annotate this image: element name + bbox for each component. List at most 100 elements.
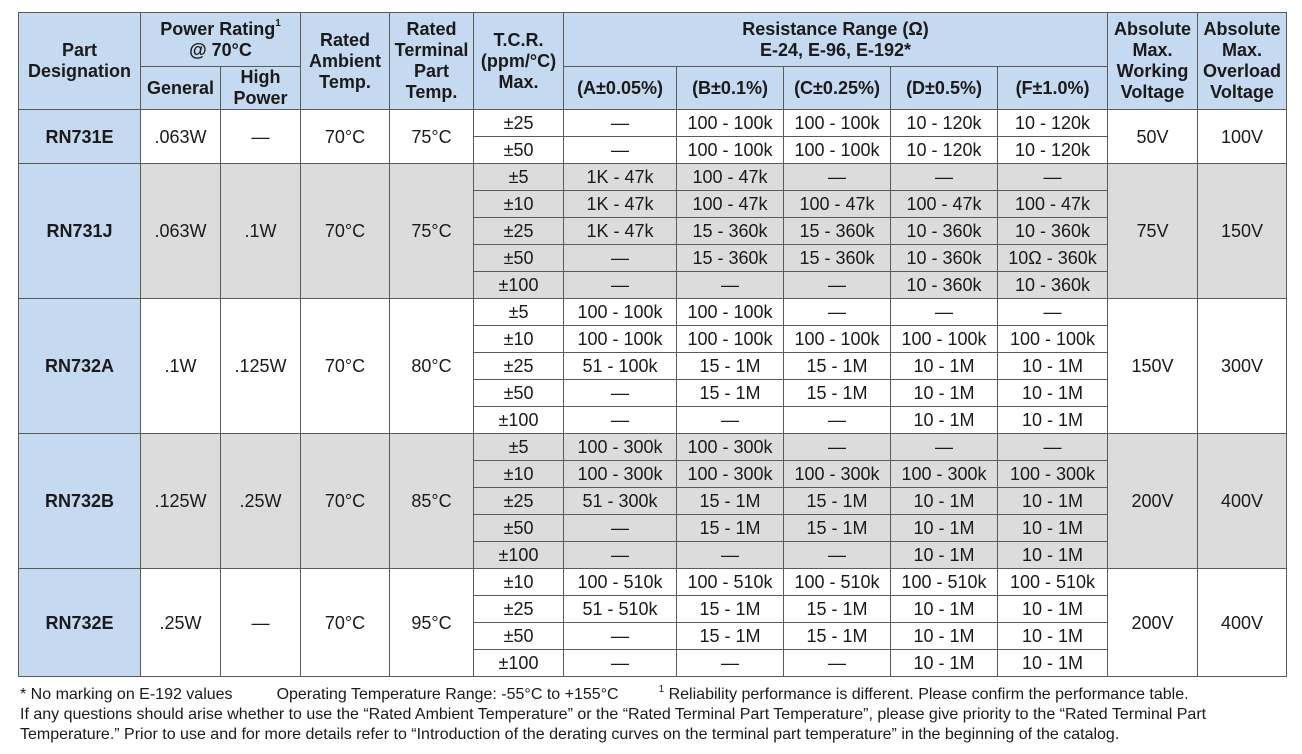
tcr-cell: ±100: [473, 649, 565, 677]
working-voltage-cell: 200V: [1107, 568, 1199, 677]
range-d-cell: 10 - 1M: [890, 514, 999, 542]
table-row: ±10 100 - 100k 100 - 100k 100 - 100k 100 - 1…: [19, 325, 1287, 353]
range-b-cell: 100 - 100k: [676, 109, 785, 137]
high-power-cell: —: [219, 568, 302, 677]
range-f-cell: 10 - 1M: [997, 352, 1109, 380]
table-row: ±25 51 - 100k 15 - 1M 15 - 1M 10 - 1M 10 - 1M: [19, 352, 1287, 380]
range-b-cell: 100 - 47k: [676, 190, 785, 218]
range-d-cell: 10 - 360k: [890, 244, 999, 272]
range-a-cell: 51 - 510k: [563, 595, 678, 623]
table-row: ±25 1K - 47k 15 - 360k 15 - 360k 10 - 360k 10…: [19, 217, 1287, 245]
range-f-cell: 10 - 1M: [997, 379, 1109, 407]
rated-terminal-header: Rated Terminal Part Temp.: [389, 12, 475, 110]
range-b-cell: —: [676, 649, 785, 677]
range-b-cell: 15 - 1M: [676, 379, 785, 407]
range-f-cell: 100 - 300k: [997, 460, 1109, 488]
overload-voltage-cell: 400V: [1197, 433, 1288, 569]
tcr-cell: ±100: [473, 271, 565, 299]
table-row: ±50—15 - 1M 15 - 1M 10 - 1M 10 - 1M: [19, 622, 1287, 650]
range-f-cell: 100 - 510k: [997, 568, 1109, 596]
table-row: RN732A .1W .125W 70°C 80°C ±5 100 - 100k 100 - …: [18, 298, 1288, 434]
range-f-cell: 10 - 1M: [997, 649, 1109, 677]
range-c-cell: 100 - 300k: [783, 460, 892, 488]
tcr-cell: ±10: [473, 568, 565, 596]
rated-ambient-header: Rated Ambient Temp.: [300, 12, 391, 110]
range-f-cell: —: [997, 433, 1109, 461]
range-c-cell: 15 - 1M: [783, 622, 892, 650]
range-c-cell: 100 - 100k: [783, 109, 892, 137]
range-d-cell: 10 - 1M: [890, 379, 999, 407]
priority-note: If any questions should arise whether to…: [20, 706, 1207, 743]
tcr-cell: ±25: [473, 487, 565, 515]
reliability-note: Reliability performance is different. Pl…: [664, 686, 1189, 703]
tolerance-b-header: (B±0.1%): [676, 66, 785, 110]
ambient-temp-cell: 70°C: [300, 433, 391, 569]
range-a-cell: —: [563, 136, 678, 164]
range-a-cell: 1K - 47k: [563, 163, 678, 191]
part-designation-cell: RN732E: [18, 568, 141, 677]
range-b-cell: 15 - 360k: [676, 217, 785, 245]
range-d-cell: 100 - 47k: [890, 190, 999, 218]
range-c-cell: 15 - 360k: [783, 244, 892, 272]
table-row: RN731J .063W .1W 70°C 75°C ±5 1K - 47k 100 - 47…: [18, 163, 1288, 299]
range-c-cell: 15 - 360k: [783, 217, 892, 245]
general-power-cell: .125W: [140, 433, 221, 569]
footnote-marker: 1: [275, 17, 281, 29]
range-a-cell: —: [563, 109, 678, 137]
table-row: ±50—100 - 100k 100 - 100k 10 - 120k 10 - 12…: [19, 136, 1287, 164]
footnote-marker: 1: [658, 684, 665, 695]
terminal-temp-cell: 75°C: [389, 109, 475, 164]
range-f-cell: 10 - 360k: [997, 217, 1109, 245]
range-b-cell: —: [676, 541, 785, 569]
range-a-cell: —: [563, 514, 678, 542]
tcr-cell: ±10: [473, 190, 565, 218]
range-d-cell: 10 - 1M: [890, 595, 999, 623]
range-d-cell: 100 - 100k: [890, 325, 999, 353]
range-c-cell: 100 - 100k: [783, 325, 892, 353]
general-power-cell: .063W: [140, 163, 221, 299]
operating-range-note: Operating Temperature Range: -55°C to +1…: [276, 686, 619, 703]
range-c-cell: 15 - 1M: [783, 352, 892, 380]
range-b-cell: 15 - 1M: [676, 514, 785, 542]
footnote-row: * No marking on E-192 values Operating Te…: [20, 685, 1288, 705]
ambient-temp-cell: 70°C: [300, 163, 391, 299]
tolerance-c-header: (C±0.25%): [783, 66, 892, 110]
terminal-temp-cell: 80°C: [389, 298, 475, 434]
range-a-cell: 100 - 100k: [563, 325, 678, 353]
range-a-cell: —: [563, 271, 678, 299]
range-c-cell: —: [783, 649, 892, 677]
range-a-cell: 1K - 47k: [563, 217, 678, 245]
general-power-cell: .1W: [140, 298, 221, 434]
table-row: RN732E .25W —70°C 95°C ±10 100 - 510k 100 - 51…: [18, 568, 1288, 677]
working-voltage-cell: 75V: [1107, 163, 1199, 299]
general-header: General: [140, 66, 221, 110]
part-designation-cell: RN732B: [18, 433, 141, 569]
table-body: RN731E .063W —70°C 75°C ±25—100 - 100k 100 - …: [18, 109, 1288, 677]
range-d-cell: —: [890, 298, 999, 326]
terminal-temp-cell: 95°C: [389, 568, 475, 677]
resistor-spec-table: Part Designation Power Rating1 @ 70°C Ra…: [18, 12, 1288, 677]
part-designation-header: Part Designation: [18, 12, 141, 110]
range-b-cell: —: [676, 406, 785, 434]
working-voltage-cell: 200V: [1107, 433, 1199, 569]
range-d-cell: 10 - 360k: [890, 217, 999, 245]
tcr-cell: ±10: [473, 460, 565, 488]
tolerance-d-header: (D±0.5%): [890, 66, 999, 110]
tolerance-f-header: (F±1.0%): [997, 66, 1109, 110]
range-d-cell: 10 - 1M: [890, 541, 999, 569]
range-a-cell: —: [563, 622, 678, 650]
working-voltage-header: Absolute Max. Working Voltage: [1107, 12, 1199, 110]
power-rating-header: Power Rating1 @ 70°C: [139, 12, 302, 67]
range-a-cell: 51 - 100k: [563, 352, 678, 380]
table-row: ±10 1K - 47k 100 - 47k 100 - 47k 100 - 47k 10…: [19, 190, 1287, 218]
tcr-cell: ±50: [473, 379, 565, 407]
tcr-cell: ±25: [473, 352, 565, 380]
ambient-temp-cell: 70°C: [300, 298, 391, 434]
range-f-cell: 100 - 100k: [997, 325, 1109, 353]
general-power-cell: .063W: [140, 109, 221, 164]
table-row: ±25 51 - 510k 15 - 1M 15 - 1M 10 - 1M 10 - 1M: [19, 595, 1287, 623]
footnotes: * No marking on E-192 values Operating Te…: [20, 685, 1288, 745]
ambient-temp-cell: 70°C: [300, 568, 391, 677]
range-c-cell: 100 - 47k: [783, 190, 892, 218]
ambient-temp-cell: 70°C: [300, 109, 391, 164]
